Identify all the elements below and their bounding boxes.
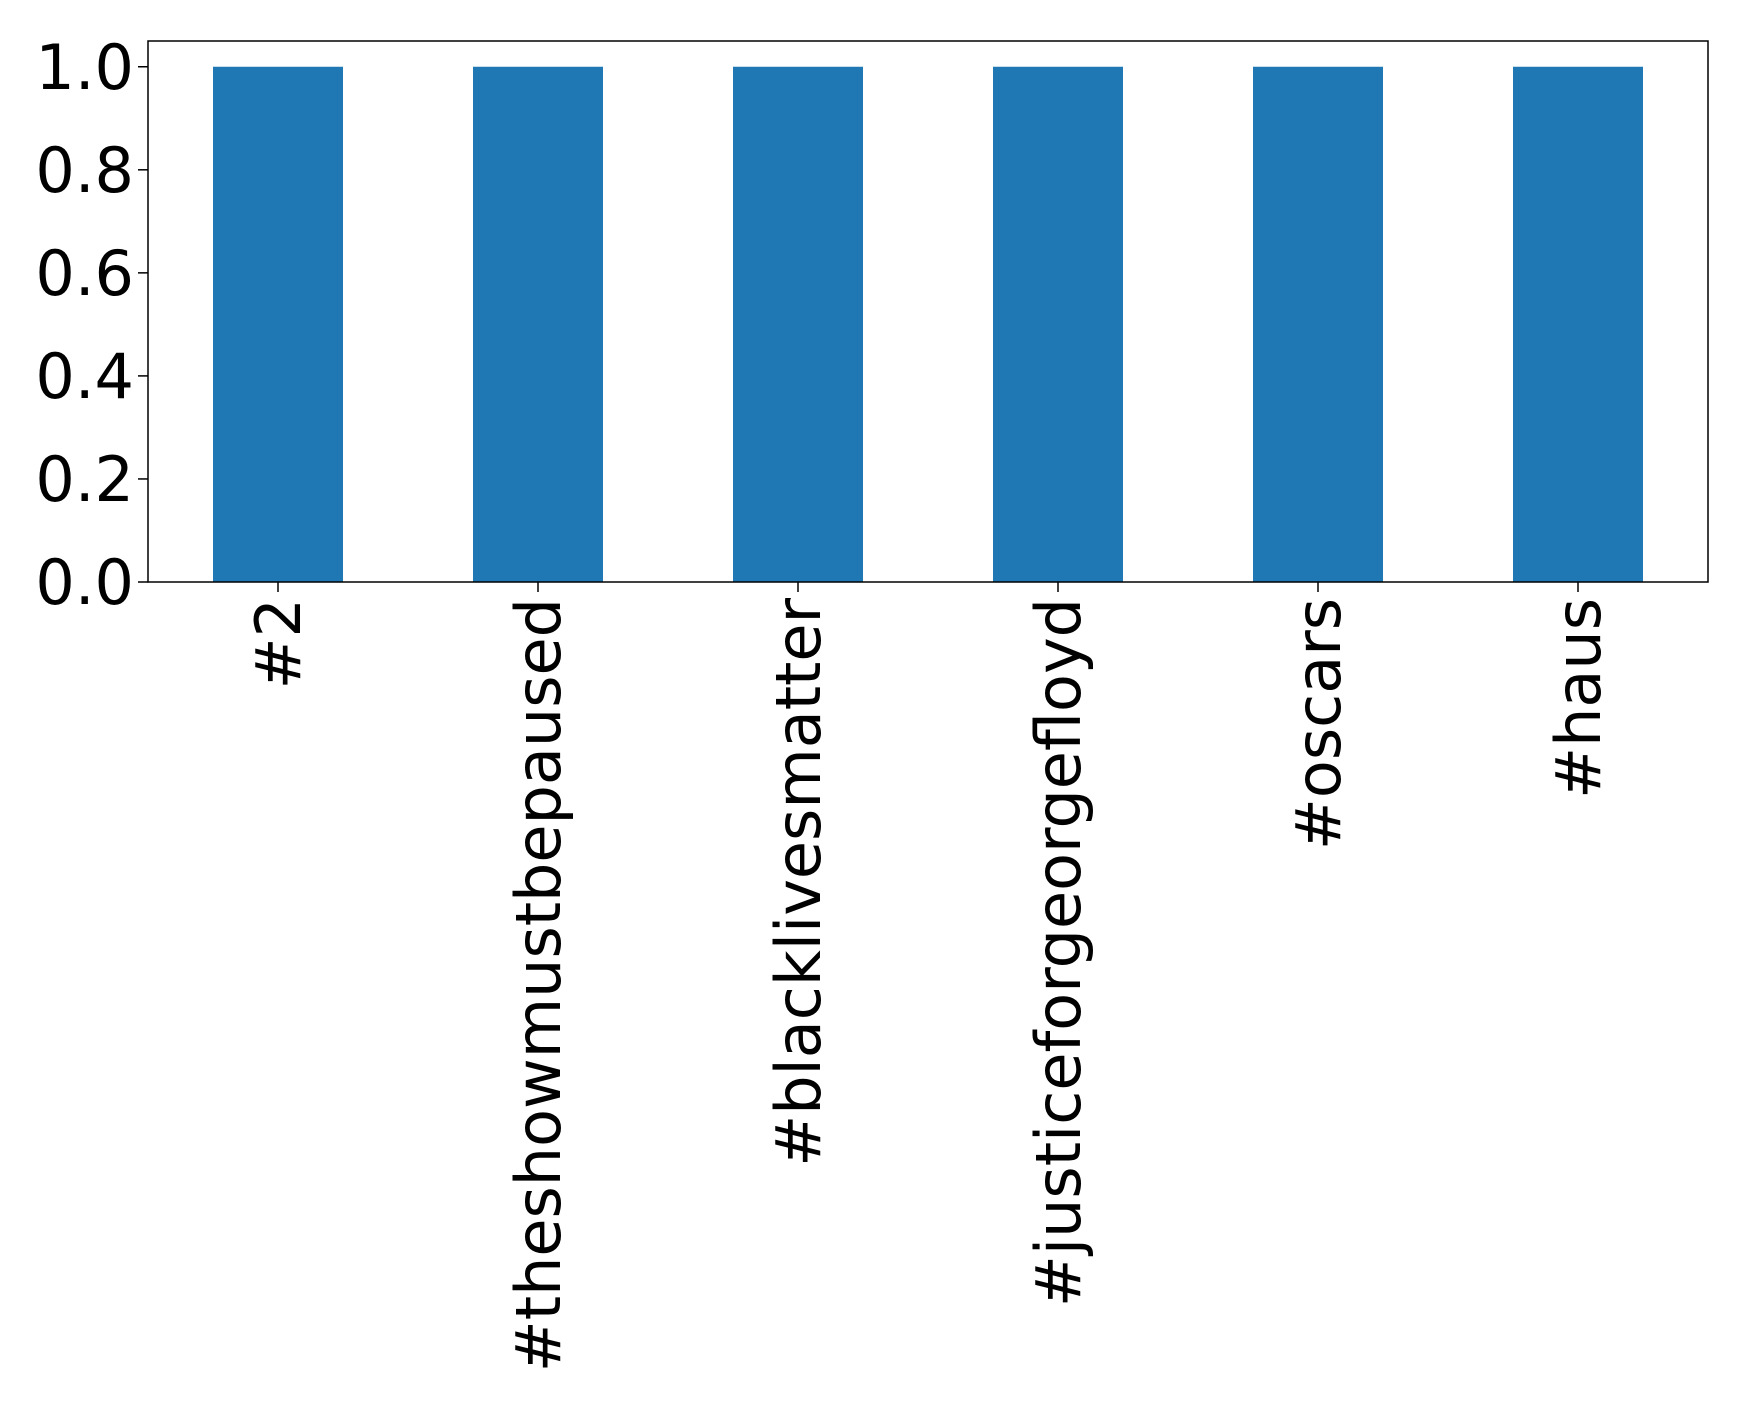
axes-frame: [147, 40, 1709, 583]
x-tick-label: #blacklivesmatter: [762, 597, 835, 1166]
bar: [473, 66, 603, 582]
x-tick-label: #2: [242, 598, 315, 689]
bar: [213, 66, 343, 582]
x-tick-label: #theshowmustbepaused: [502, 598, 575, 1372]
bar: [1253, 66, 1383, 582]
y-tick-label: 0.8: [35, 134, 134, 207]
y-tick-label: 0.6: [35, 237, 134, 310]
x-tick-label: #oscars: [1282, 598, 1355, 850]
bar: [1513, 66, 1643, 582]
bar: [993, 66, 1123, 582]
bar: [733, 66, 863, 582]
y-tick-label: 0.4: [35, 340, 134, 413]
y-tick-label: 0.2: [35, 443, 134, 516]
y-tick-label: 0.0: [35, 546, 134, 619]
x-tick-label: #haus: [1542, 598, 1615, 799]
x-tick-label: #justiceforgeorgefloyd: [1022, 598, 1095, 1307]
y-tick-label: 1.0: [35, 31, 134, 104]
